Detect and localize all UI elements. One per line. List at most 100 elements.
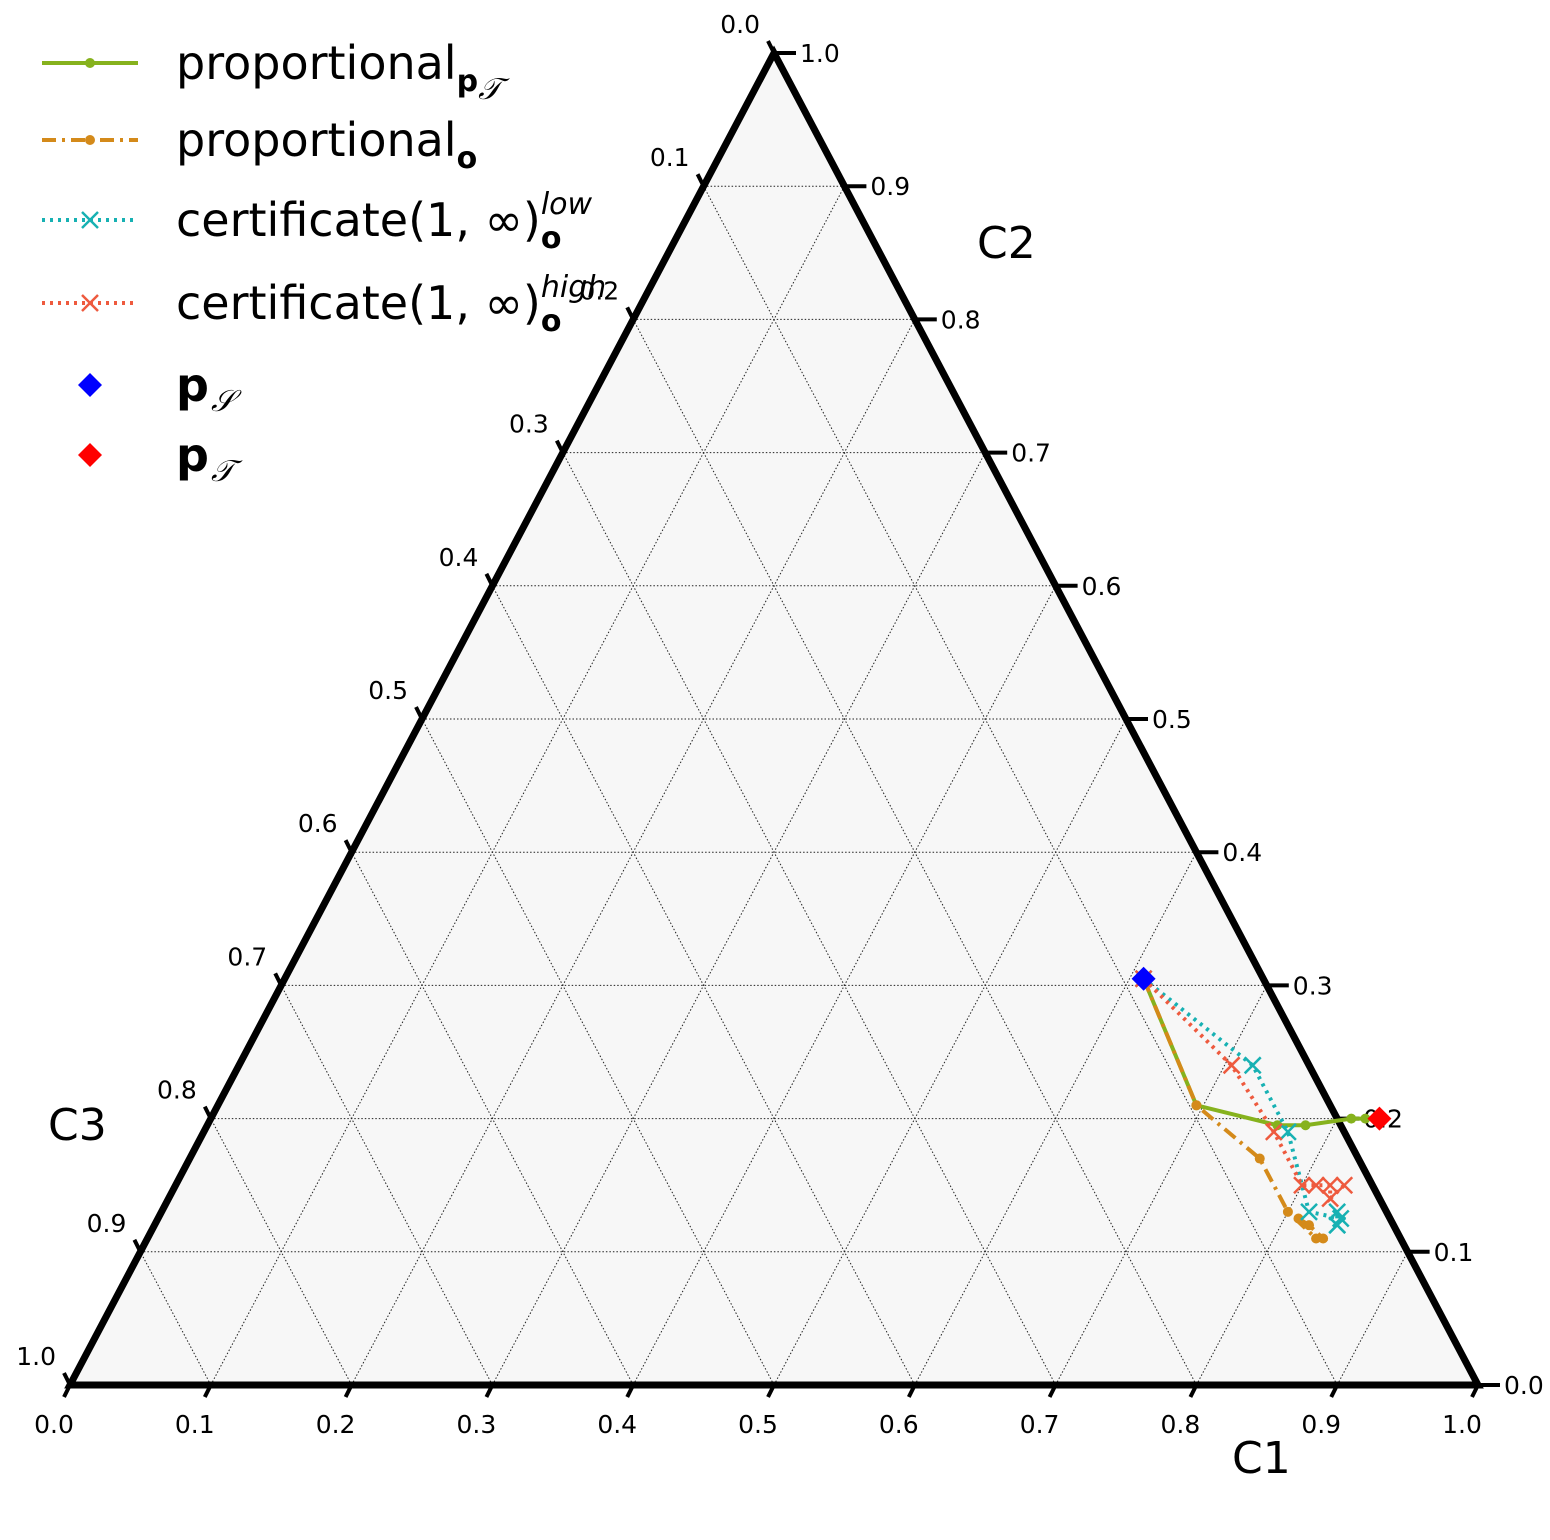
gridline-c1 [773,718,1127,1386]
x-stroke [81,211,99,229]
series-1 [1138,973,1329,1244]
tick-c1 [484,1384,495,1398]
series-point [1293,1213,1304,1224]
series-point [1222,1056,1241,1075]
legend-label: certificate(1, ∞) [176,193,541,247]
tick-c1 [343,1384,354,1398]
x-stroke [1307,1176,1325,1195]
gridline-c3 [421,718,775,1386]
axis-label-c1: C1 [1232,1433,1291,1484]
series-point [1191,1100,1202,1111]
tick-c3 [555,439,565,454]
tick-label-c1: 0.2 [316,1410,356,1439]
tick-label-c1: 0.8 [1161,1410,1201,1439]
x-stroke [1335,1176,1354,1195]
gridline-c1 [1336,1251,1409,1386]
axis-names: C2 C3 C1 [48,218,1291,1484]
tick-label-c2: 0.4 [1222,838,1262,867]
tick-c1 [1470,1384,1480,1398]
gridline-c1 [914,851,1197,1386]
x-stroke [1222,1056,1241,1075]
grid-layer [70,53,1478,1386]
tick-label-c3: 1.0 [16,1342,56,1371]
tick-label-c2: 0.5 [1152,705,1192,734]
series-point [1300,1120,1311,1131]
x-stroke [1293,1176,1311,1195]
axis-label-c2: C2 [977,218,1036,269]
tick-label-c3: 0.0 [720,10,760,39]
series-point [1335,1176,1354,1195]
series-point [1328,1202,1347,1221]
tick-c3 [132,1238,143,1253]
x-stroke [1300,1202,1318,1221]
tick-label-c1: 0.6 [879,1410,919,1439]
gridline-c3 [562,452,1057,1386]
series-point [1321,1176,1340,1195]
legend-swatch-marker [81,211,99,229]
x-stroke [1328,1202,1347,1221]
tick-label-c1: 1.0 [1442,1410,1482,1439]
tick-label-c1: 0.7 [1020,1410,1060,1439]
series-point [1264,1123,1283,1141]
legend-label: proportional [176,36,457,90]
legend-label: p [176,358,209,412]
legend-entry-1: proportional o [42,113,477,176]
legend-swatch-marker [78,373,102,397]
legend-label-subsub: 𝒯 [478,72,510,107]
tick-c3 [766,40,776,54]
x-stroke [1243,1056,1262,1075]
tick-label-c3: 0.4 [439,543,479,572]
tick-c3 [343,839,354,854]
tick-c1 [62,1384,72,1398]
legend-label-sub: p [457,64,478,99]
gridline-c1 [491,452,986,1386]
gridline-c1 [1195,1118,1338,1386]
tick-label-c3: 0.7 [227,942,267,971]
x-stroke [81,294,99,312]
series-point [1254,1153,1265,1164]
series-point [1243,1056,1262,1075]
x-stroke [1321,1189,1340,1208]
x-stroke [1279,1123,1297,1141]
tick-label-c1: 0.0 [34,1410,74,1439]
series-point [1307,1176,1325,1195]
legend-label-sup: high [541,270,606,305]
series-line [1141,977,1329,1241]
tick-label-c2: 0.7 [1011,439,1051,468]
legend-label-sub: o [541,221,562,256]
legend-label: certificate(1, ∞) [176,276,541,330]
tick-label-c2: 0.6 [1082,572,1122,601]
marker-point-1 [1367,1106,1392,1131]
tick-c3 [203,1105,213,1120]
legend-swatch-marker [85,135,95,145]
tick-label-c2: 0.9 [870,172,910,201]
legend-swatch-marker [81,294,99,312]
legend-label-sub: 𝒮 [211,384,242,419]
series-point [1272,1120,1283,1131]
x-stroke [1321,1176,1340,1195]
tick-c1 [766,1384,776,1398]
tick-c3 [414,706,424,720]
gridline-c3 [351,851,634,1386]
tick-label-c1: 0.9 [1301,1410,1341,1439]
tick-c1 [1329,1384,1339,1398]
tick-label-c3: 0.3 [509,410,549,439]
series-point [1304,1220,1315,1231]
series-point [1300,1202,1318,1221]
legend-label: proportional [176,113,457,167]
series-line [1142,977,1346,1204]
legend-label-sup: low [541,187,593,222]
tick-c3 [273,972,283,987]
tick-c1 [1188,1384,1199,1398]
tick-label-c3: 0.1 [650,143,690,172]
series-point [1328,1216,1347,1235]
tick-label-c2: 0.0 [1504,1371,1544,1400]
legend-label-sub: o [457,141,478,176]
tick-label-c2: 0.3 [1293,971,1333,1000]
series-layer [1131,966,1392,1244]
series-point [1318,1233,1329,1244]
tick-label-c2: 0.8 [941,305,981,334]
